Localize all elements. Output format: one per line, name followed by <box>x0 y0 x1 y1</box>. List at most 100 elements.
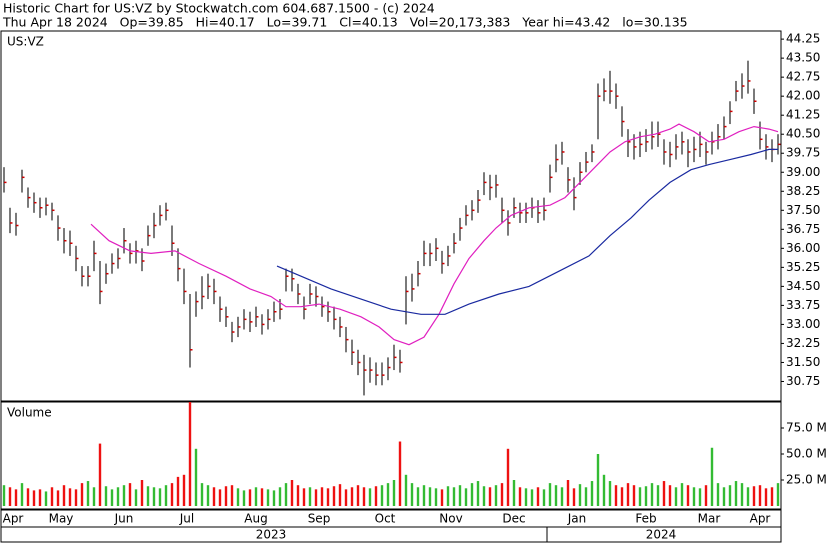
volume-bar <box>482 486 486 506</box>
y-tick-label: 34.50 <box>786 279 820 293</box>
x-tick-label: Mar <box>698 512 721 526</box>
panel-label: Volume <box>7 406 52 420</box>
volume-bar <box>710 447 714 506</box>
volume-bar <box>56 490 60 506</box>
volume-bar <box>698 488 702 506</box>
volume-bar <box>284 483 288 506</box>
volume-bar <box>494 485 498 506</box>
panel-label: US:VZ <box>7 35 44 49</box>
volume-bar <box>74 489 78 506</box>
volume-bar <box>398 441 402 506</box>
volume-bar <box>374 486 378 506</box>
volume-bar <box>254 487 258 506</box>
volume-bar <box>746 487 750 506</box>
volume-bar <box>464 488 468 506</box>
volume-bar <box>122 485 126 506</box>
y-tick-label: 50.0 M <box>786 447 827 461</box>
volume-bar <box>638 487 642 506</box>
volume-bar <box>278 487 282 506</box>
volume-bar <box>734 481 738 506</box>
volume-bar <box>98 443 102 506</box>
volume-bar <box>590 481 594 506</box>
volume-bar <box>560 487 564 506</box>
volume-bar <box>158 488 162 506</box>
volume-bar <box>26 488 30 506</box>
volume-bar <box>290 480 294 506</box>
x-tick-label: Jan <box>567 512 587 526</box>
volume-bar <box>92 487 96 506</box>
x-tick-label: Apr <box>750 512 771 526</box>
volume-bar <box>440 489 444 506</box>
volume-bar <box>182 474 186 506</box>
volume-bar <box>302 488 306 506</box>
y-tick-label: 43.50 <box>786 51 820 65</box>
y-tick-label: 33.00 <box>786 317 820 331</box>
volume-bar <box>380 485 384 506</box>
volume-bar <box>212 487 216 506</box>
y-tick-label: 41.25 <box>786 108 820 122</box>
volume-bar <box>740 483 744 506</box>
volume-bar <box>116 487 120 506</box>
y-tick-label: 38.25 <box>786 184 820 198</box>
volume-bar <box>44 491 48 506</box>
volume-bar <box>332 486 336 506</box>
volume-bar <box>80 483 84 506</box>
volume-bar <box>596 454 600 506</box>
volume-bar <box>506 448 510 506</box>
volume-bar <box>68 488 72 506</box>
volume-bar <box>14 489 18 506</box>
volume-bar <box>224 486 228 506</box>
volume-bar <box>566 480 570 506</box>
y-tick-label: 36.75 <box>786 222 820 236</box>
volume-bar <box>422 485 426 506</box>
volume-bar <box>500 483 504 506</box>
volume-bar <box>626 483 630 506</box>
volume-bar <box>680 483 684 506</box>
volume-bar <box>512 480 516 506</box>
volume-bar <box>578 484 582 506</box>
volume-bar <box>200 483 204 506</box>
volume-bar <box>488 487 492 506</box>
volume-bar <box>296 485 300 506</box>
volume-bar <box>146 486 150 506</box>
volume-bar <box>428 487 432 506</box>
volume-bar <box>650 483 654 506</box>
x-tick-label: May <box>49 512 74 526</box>
volume-bar <box>728 485 732 506</box>
volume-bar <box>776 483 780 506</box>
x-tick-label: Aug <box>244 512 267 526</box>
moving-average <box>90 123 779 346</box>
volume-bar <box>164 485 168 506</box>
volume-bar <box>326 488 330 506</box>
volume-bar <box>434 488 438 506</box>
x-tick-label: Jun <box>114 512 134 526</box>
volume-bar <box>230 485 234 506</box>
y-tick-label: 36.00 <box>786 241 820 255</box>
volume-bar <box>608 481 612 506</box>
volume-bar <box>752 486 756 506</box>
volume-bar <box>770 487 774 506</box>
volume-bar <box>476 481 480 506</box>
x-tick-label: Dec <box>502 512 525 526</box>
volume-bar <box>194 448 198 506</box>
y-tick-label: 32.25 <box>786 336 820 350</box>
x-tick-label: Sep <box>308 512 331 526</box>
y-tick-label: 35.25 <box>786 260 820 274</box>
volume-bar <box>308 487 312 506</box>
volume-bar <box>446 486 450 506</box>
volume-bar <box>356 485 360 506</box>
volume-bar <box>530 489 534 506</box>
volume-bar <box>218 489 222 506</box>
volume-bar <box>410 483 414 506</box>
volume-bar <box>368 488 372 506</box>
volume-bar <box>86 481 90 506</box>
volume-bar <box>416 487 420 506</box>
volume-bar <box>242 490 246 506</box>
volume-bar <box>662 481 666 506</box>
volume-bar <box>110 489 114 506</box>
y-tick-label: 31.50 <box>786 355 820 369</box>
volume-bar <box>584 487 588 506</box>
volume-bar <box>140 480 144 506</box>
volume-bar <box>674 487 678 506</box>
